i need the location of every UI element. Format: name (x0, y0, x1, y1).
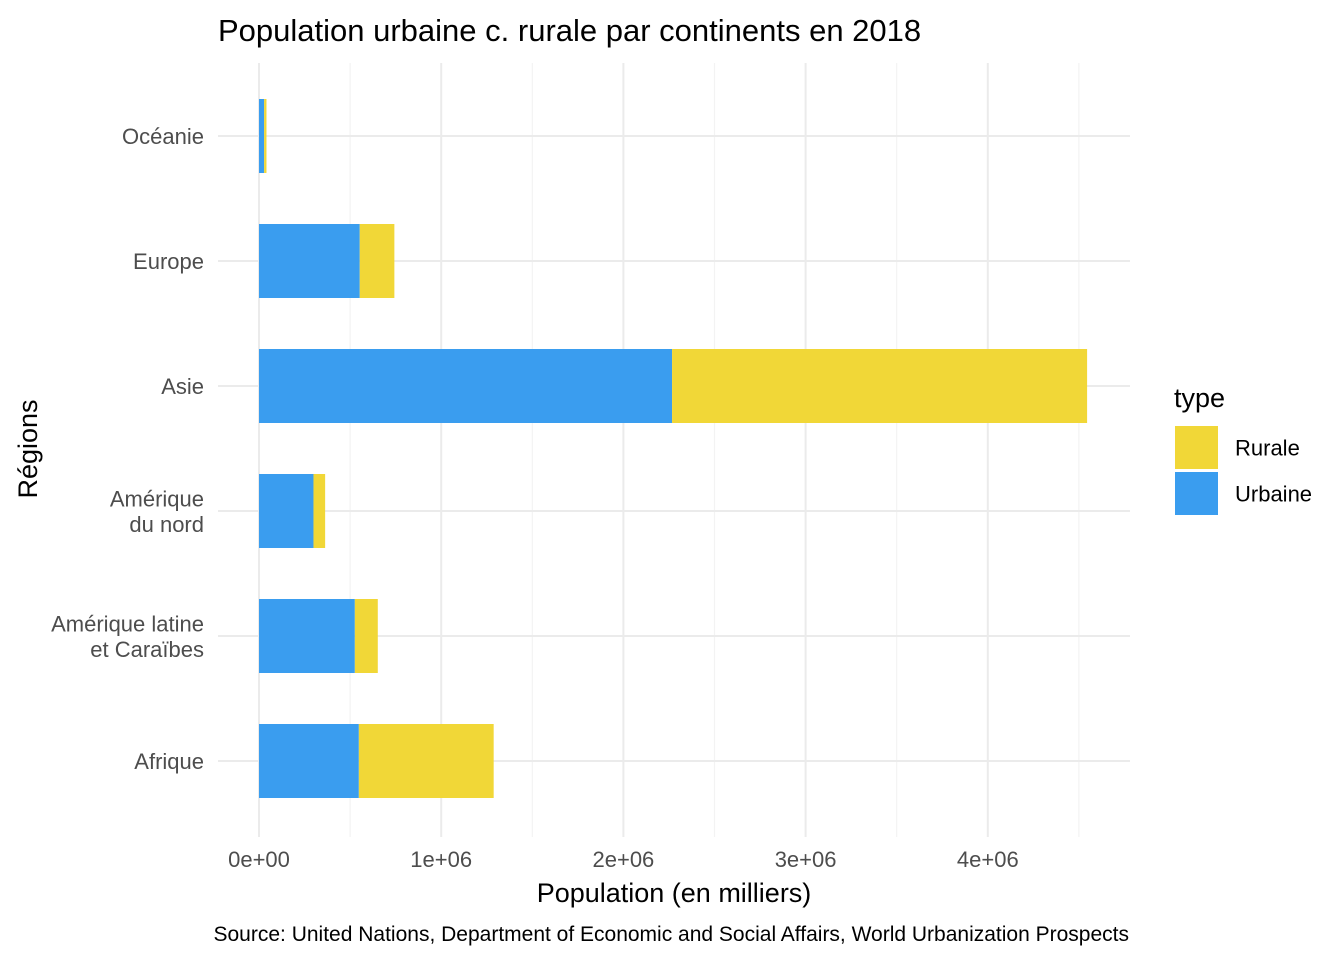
y-tick-label-line: Afrique (134, 749, 204, 774)
y-tick-label: Asie (161, 374, 204, 399)
x-tick-label: 4e+06 (957, 847, 1019, 872)
bar-urbaine-amerique-latine-et-caraibes (259, 599, 355, 673)
x-axis-title: Population (en milliers) (537, 878, 812, 908)
x-axis-tick-labels: 0e+00 1e+06 2e+06 3e+06 4e+06 (228, 847, 1019, 872)
bar-urbaine-europe (259, 224, 360, 298)
legend-key-urbaine (1175, 472, 1218, 515)
y-tick-label: Amérique latine et Caraïbes (51, 611, 204, 662)
y-axis-title: Régions (13, 399, 43, 498)
y-tick-label: Europe (133, 249, 204, 274)
chart-caption: Source: United Nations, Department of Ec… (214, 923, 1130, 946)
y-tick-label: Amérique du nord (110, 486, 204, 537)
legend-label-rurale: Rurale (1235, 436, 1300, 461)
y-tick-label-line: Asie (161, 374, 204, 399)
bar-rurale-oceanie (264, 99, 267, 173)
bar-rurale-amerique-latine-et-caraibes (354, 599, 378, 673)
bar-urbaine-afrique (259, 724, 359, 798)
bar-rurale-amerique-du-nord (313, 474, 326, 548)
x-tick-label: 1e+06 (410, 847, 472, 872)
grid-lines (218, 63, 1130, 837)
bar-urbaine-amerique-du-nord (259, 474, 314, 548)
y-tick-label-line: Amérique (110, 486, 204, 511)
legend-label-urbaine: Urbaine (1235, 482, 1312, 507)
bar-urbaine-asie (259, 349, 673, 423)
x-tick-label: 2e+06 (593, 847, 655, 872)
y-tick-label: Afrique (134, 749, 204, 774)
x-tick-label: 0e+00 (228, 847, 290, 872)
y-tick-label-line: Europe (133, 249, 204, 274)
chart-title: Population urbaine c. rurale par contine… (218, 13, 921, 48)
y-tick-label-line: Amérique latine (51, 611, 204, 636)
legend: type Rurale Urbaine (1174, 383, 1312, 515)
y-tick-label-line: du nord (129, 512, 204, 537)
x-tick-label: 3e+06 (775, 847, 837, 872)
bars (259, 99, 1088, 798)
y-tick-label-line: Océanie (122, 124, 204, 149)
bar-rurale-afrique (358, 724, 494, 798)
bar-rurale-europe (359, 224, 395, 298)
bar-urbaine-oceanie (259, 99, 265, 173)
legend-key-rurale (1175, 426, 1218, 469)
bar-rurale-asie (672, 349, 1088, 423)
y-tick-label-line: et Caraïbes (90, 637, 204, 662)
legend-title: type (1174, 383, 1225, 413)
y-tick-label: Océanie (122, 124, 204, 149)
